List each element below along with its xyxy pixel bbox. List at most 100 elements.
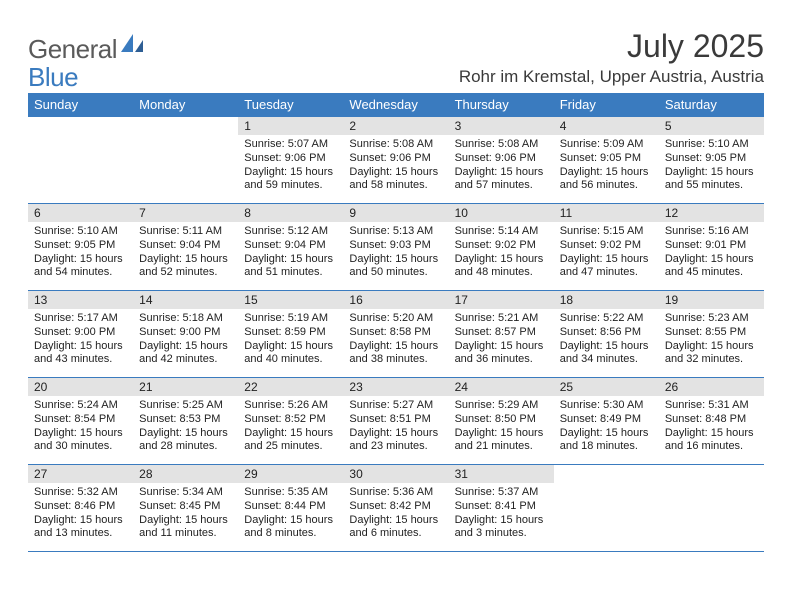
- day-day1: Daylight: 15 hours: [665, 340, 758, 354]
- calendar-cell: 12Sunrise: 5:16 AMSunset: 9:01 PMDayligh…: [659, 204, 764, 291]
- calendar-cell: 11Sunrise: 5:15 AMSunset: 9:02 PMDayligh…: [554, 204, 659, 291]
- day-day1: Daylight: 15 hours: [455, 427, 548, 441]
- day-number: 3: [449, 117, 554, 135]
- day-day1: Daylight: 15 hours: [34, 514, 127, 528]
- day-sunset: Sunset: 9:01 PM: [665, 239, 758, 253]
- calendar-week-row: 6Sunrise: 5:10 AMSunset: 9:05 PMDaylight…: [28, 204, 764, 291]
- day-day1: Daylight: 15 hours: [665, 427, 758, 441]
- day-day1: Daylight: 15 hours: [455, 253, 548, 267]
- day-number: 19: [659, 291, 764, 309]
- day-content: Sunrise: 5:24 AMSunset: 8:54 PMDaylight:…: [28, 396, 133, 464]
- day-day2: and 3 minutes.: [455, 527, 548, 541]
- day-sunset: Sunset: 9:06 PM: [455, 152, 548, 166]
- day-day2: and 45 minutes.: [665, 266, 758, 280]
- day-day2: and 56 minutes.: [560, 179, 653, 193]
- day-number: 18: [554, 291, 659, 309]
- calendar-cell: 2Sunrise: 5:08 AMSunset: 9:06 PMDaylight…: [343, 116, 448, 204]
- calendar-cell: 0: [554, 465, 659, 552]
- day-day2: and 55 minutes.: [665, 179, 758, 193]
- calendar-cell: 29Sunrise: 5:35 AMSunset: 8:44 PMDayligh…: [238, 465, 343, 552]
- day-day2: and 25 minutes.: [244, 440, 337, 454]
- day-sunset: Sunset: 8:58 PM: [349, 326, 442, 340]
- calendar-cell: 8Sunrise: 5:12 AMSunset: 9:04 PMDaylight…: [238, 204, 343, 291]
- day-number: 7: [133, 204, 238, 222]
- day-content: Sunrise: 5:34 AMSunset: 8:45 PMDaylight:…: [133, 483, 238, 551]
- day-sunrise: Sunrise: 5:07 AM: [244, 138, 337, 152]
- day-day1: Daylight: 15 hours: [139, 514, 232, 528]
- day-sunset: Sunset: 8:50 PM: [455, 413, 548, 427]
- day-sunrise: Sunrise: 5:19 AM: [244, 312, 337, 326]
- calendar-cell: 14Sunrise: 5:18 AMSunset: 9:00 PMDayligh…: [133, 291, 238, 378]
- day-number: 12: [659, 204, 764, 222]
- logo-sail-icon: [119, 32, 145, 59]
- day-sunrise: Sunrise: 5:32 AM: [34, 486, 127, 500]
- day-content: Sunrise: 5:07 AMSunset: 9:06 PMDaylight:…: [238, 135, 343, 203]
- day-sunset: Sunset: 9:04 PM: [139, 239, 232, 253]
- day-header-tue: Tuesday: [238, 93, 343, 116]
- day-sunset: Sunset: 9:06 PM: [349, 152, 442, 166]
- day-number: 20: [28, 378, 133, 396]
- day-sunrise: Sunrise: 5:36 AM: [349, 486, 442, 500]
- day-day1: Daylight: 15 hours: [560, 427, 653, 441]
- logo-text-blue: Blue: [28, 62, 78, 92]
- day-sunrise: Sunrise: 5:08 AM: [349, 138, 442, 152]
- calendar-cell: 20Sunrise: 5:24 AMSunset: 8:54 PMDayligh…: [28, 378, 133, 465]
- day-content: Sunrise: 5:10 AMSunset: 9:05 PMDaylight:…: [659, 135, 764, 203]
- calendar-cell: 3Sunrise: 5:08 AMSunset: 9:06 PMDaylight…: [449, 116, 554, 204]
- calendar-week-row: 13Sunrise: 5:17 AMSunset: 9:00 PMDayligh…: [28, 291, 764, 378]
- day-number: 21: [133, 378, 238, 396]
- day-header-wed: Wednesday: [343, 93, 448, 116]
- day-content: Sunrise: 5:25 AMSunset: 8:53 PMDaylight:…: [133, 396, 238, 464]
- day-number: 27: [28, 465, 133, 483]
- calendar-cell: 10Sunrise: 5:14 AMSunset: 9:02 PMDayligh…: [449, 204, 554, 291]
- day-sunrise: Sunrise: 5:11 AM: [139, 225, 232, 239]
- calendar-cell: 21Sunrise: 5:25 AMSunset: 8:53 PMDayligh…: [133, 378, 238, 465]
- day-day1: Daylight: 15 hours: [455, 340, 548, 354]
- calendar-cell: 25Sunrise: 5:30 AMSunset: 8:49 PMDayligh…: [554, 378, 659, 465]
- day-day2: and 6 minutes.: [349, 527, 442, 541]
- day-sunset: Sunset: 9:03 PM: [349, 239, 442, 253]
- day-number: 23: [343, 378, 448, 396]
- day-day1: Daylight: 15 hours: [34, 340, 127, 354]
- day-sunrise: Sunrise: 5:29 AM: [455, 399, 548, 413]
- day-sunset: Sunset: 9:06 PM: [244, 152, 337, 166]
- day-sunset: Sunset: 9:00 PM: [34, 326, 127, 340]
- day-sunrise: Sunrise: 5:13 AM: [349, 225, 442, 239]
- day-number: 30: [343, 465, 448, 483]
- day-day1: Daylight: 15 hours: [349, 253, 442, 267]
- day-number: 2: [343, 117, 448, 135]
- day-sunset: Sunset: 8:57 PM: [455, 326, 548, 340]
- day-sunrise: Sunrise: 5:30 AM: [560, 399, 653, 413]
- day-day1: Daylight: 15 hours: [244, 166, 337, 180]
- day-number: 24: [449, 378, 554, 396]
- logo-text-blue-wrap: Blue: [28, 62, 78, 93]
- day-sunset: Sunset: 9:00 PM: [139, 326, 232, 340]
- calendar-cell: 4Sunrise: 5:09 AMSunset: 9:05 PMDaylight…: [554, 116, 659, 204]
- day-day2: and 8 minutes.: [244, 527, 337, 541]
- month-title: July 2025: [459, 28, 764, 65]
- day-sunset: Sunset: 8:46 PM: [34, 500, 127, 514]
- day-number: 5: [659, 117, 764, 135]
- calendar-cell: 26Sunrise: 5:31 AMSunset: 8:48 PMDayligh…: [659, 378, 764, 465]
- day-number: 26: [659, 378, 764, 396]
- day-header-fri: Friday: [554, 93, 659, 116]
- day-sunset: Sunset: 8:55 PM: [665, 326, 758, 340]
- calendar-cell: 18Sunrise: 5:22 AMSunset: 8:56 PMDayligh…: [554, 291, 659, 378]
- day-day1: Daylight: 15 hours: [34, 427, 127, 441]
- day-day2: and 57 minutes.: [455, 179, 548, 193]
- day-sunrise: Sunrise: 5:15 AM: [560, 225, 653, 239]
- day-day1: Daylight: 15 hours: [560, 340, 653, 354]
- day-day1: Daylight: 15 hours: [244, 253, 337, 267]
- calendar-cell: 16Sunrise: 5:20 AMSunset: 8:58 PMDayligh…: [343, 291, 448, 378]
- day-sunset: Sunset: 8:41 PM: [455, 500, 548, 514]
- day-sunset: Sunset: 8:45 PM: [139, 500, 232, 514]
- day-day2: and 54 minutes.: [34, 266, 127, 280]
- logo: General: [28, 34, 145, 65]
- day-content: Sunrise: 5:13 AMSunset: 9:03 PMDaylight:…: [343, 222, 448, 290]
- day-day1: Daylight: 15 hours: [665, 253, 758, 267]
- day-content: Sunrise: 5:36 AMSunset: 8:42 PMDaylight:…: [343, 483, 448, 551]
- calendar-cell: 5Sunrise: 5:10 AMSunset: 9:05 PMDaylight…: [659, 116, 764, 204]
- location-text: Rohr im Kremstal, Upper Austria, Austria: [459, 67, 764, 87]
- day-number: 9: [343, 204, 448, 222]
- day-day2: and 40 minutes.: [244, 353, 337, 367]
